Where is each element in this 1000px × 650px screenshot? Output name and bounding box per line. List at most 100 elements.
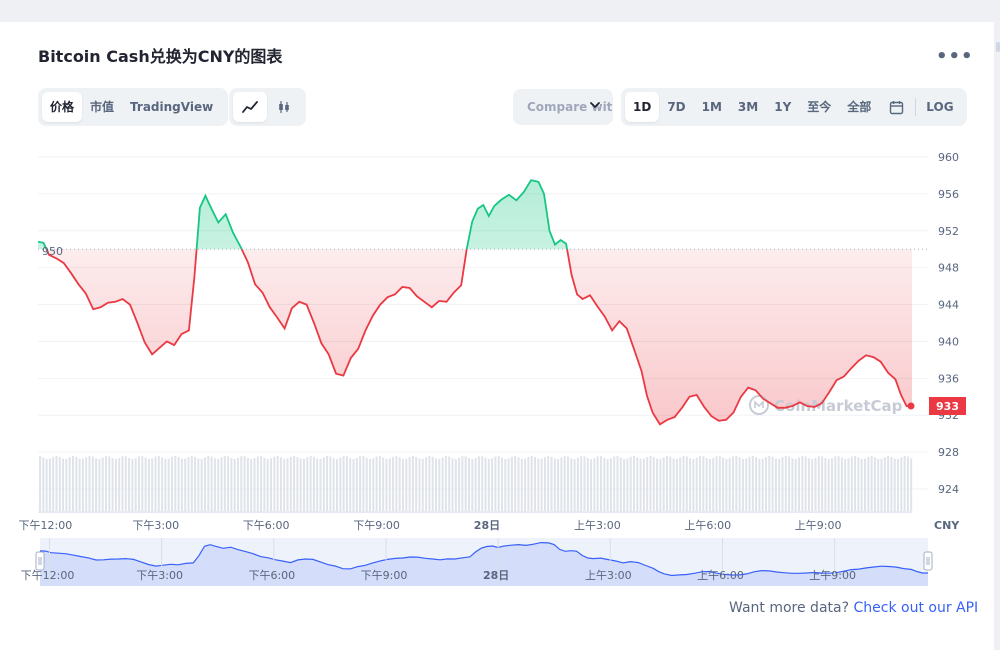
volume-bar bbox=[464, 456, 467, 511]
line-chart-icon[interactable] bbox=[233, 92, 267, 122]
price-lines bbox=[37, 179, 928, 426]
volume-bar bbox=[180, 458, 183, 511]
volume-bar bbox=[567, 456, 569, 511]
volume-bar bbox=[296, 457, 299, 511]
volume-bar bbox=[237, 457, 239, 511]
y-tick-label: 956 bbox=[938, 188, 959, 201]
volume-bar bbox=[256, 456, 259, 511]
volume-bar bbox=[418, 458, 421, 511]
volume-bar bbox=[520, 458, 523, 511]
volume-bar bbox=[154, 456, 157, 511]
edge-indicator bbox=[996, 42, 1000, 52]
range-1d[interactable]: 1D bbox=[625, 92, 660, 122]
range-7d[interactable]: 7D bbox=[667, 100, 686, 114]
volume-bar bbox=[751, 456, 754, 511]
coinmarketcap-logo-icon bbox=[749, 395, 769, 415]
volume-bar bbox=[65, 458, 68, 511]
volume-bar bbox=[273, 456, 276, 511]
volume-bar bbox=[336, 458, 338, 511]
volume-bar bbox=[586, 458, 589, 511]
volume-bar bbox=[48, 458, 51, 511]
watermark-group: CoinMarketCap bbox=[749, 395, 903, 415]
volume-bar bbox=[114, 458, 117, 511]
volume-bar bbox=[540, 458, 543, 511]
volume-bar bbox=[263, 457, 266, 511]
volume-bar bbox=[774, 458, 777, 511]
volume-bar bbox=[646, 457, 649, 511]
calendar-icon[interactable] bbox=[879, 92, 913, 122]
volume-bar bbox=[362, 456, 365, 511]
compare-dropdown[interactable]: Compare with bbox=[513, 89, 613, 125]
volume-bar bbox=[428, 456, 431, 511]
chart-title: Bitcoin Cash兑换为CNY的图表 bbox=[38, 47, 283, 66]
volume-bar bbox=[860, 458, 863, 511]
volume-bar bbox=[293, 456, 296, 511]
volume-bar bbox=[705, 457, 708, 511]
y-tick-label: 928 bbox=[938, 446, 959, 459]
volume-bar bbox=[230, 458, 233, 511]
volume-bar bbox=[329, 456, 332, 511]
reference-label: 950 bbox=[42, 245, 63, 258]
range-all[interactable]: 全部 bbox=[847, 100, 872, 114]
volume-bar bbox=[831, 458, 833, 511]
price-line-up bbox=[37, 179, 568, 250]
more-horizontal-icon[interactable]: ••• bbox=[936, 46, 974, 67]
volume-bar bbox=[890, 456, 893, 511]
volume-bar bbox=[814, 457, 817, 511]
volume-bar bbox=[642, 458, 645, 511]
volume-bar bbox=[609, 458, 612, 511]
volume-bar bbox=[312, 456, 315, 511]
range-1y[interactable]: 1Y bbox=[774, 100, 792, 114]
volume-bar bbox=[108, 456, 111, 511]
volume-bar bbox=[240, 456, 243, 511]
volume-bar bbox=[761, 458, 764, 511]
range-ytd[interactable]: 至今 bbox=[807, 100, 832, 114]
volume-bar bbox=[444, 456, 447, 511]
candlestick-icon[interactable] bbox=[267, 92, 301, 122]
volume-bar bbox=[666, 456, 668, 511]
volume-bar bbox=[253, 458, 256, 511]
tab-tradingview[interactable]: TradingView bbox=[130, 100, 214, 114]
tab-price[interactable]: 价格 bbox=[42, 92, 83, 122]
volume-bar bbox=[260, 456, 263, 511]
navigator-right-handle[interactable] bbox=[923, 551, 933, 571]
volume-bar bbox=[870, 456, 873, 511]
volume-bar bbox=[590, 459, 593, 511]
current-price-badge bbox=[929, 397, 966, 415]
volume-bar bbox=[593, 458, 596, 511]
volume-bar bbox=[543, 457, 546, 511]
tab-market-cap[interactable]: 市值 bbox=[90, 100, 115, 114]
volume-bar bbox=[375, 456, 378, 511]
axes: 960956952948944940936932928924950933下午12… bbox=[19, 151, 966, 532]
volume-bar bbox=[91, 456, 94, 511]
range-1m[interactable]: 1M bbox=[701, 100, 722, 114]
volume-bars bbox=[39, 456, 913, 511]
navigator-area bbox=[40, 542, 928, 586]
volume-bar bbox=[560, 457, 563, 511]
log-toggle[interactable]: LOG bbox=[926, 100, 954, 114]
range-3m[interactable]: 3M bbox=[737, 100, 759, 114]
volume-bar bbox=[527, 456, 530, 511]
volume-bar bbox=[171, 456, 173, 511]
volume-bar bbox=[438, 458, 441, 511]
volume-bar bbox=[359, 456, 362, 511]
navigator-left-handle[interactable] bbox=[35, 551, 45, 571]
volume-bar bbox=[656, 458, 659, 511]
y-tick-label: 960 bbox=[938, 151, 959, 164]
navigator-tick-label: 下午9:00 bbox=[361, 569, 408, 582]
volume-bar bbox=[58, 457, 61, 511]
volume-bar bbox=[600, 456, 602, 511]
volume-bar bbox=[530, 456, 533, 511]
volume-bar bbox=[72, 456, 74, 511]
volume-bar bbox=[243, 456, 246, 511]
volume-bar bbox=[784, 456, 787, 511]
volume-bar bbox=[352, 458, 355, 511]
api-link[interactable]: Check out our API bbox=[853, 600, 979, 616]
volume-bar bbox=[147, 458, 150, 511]
volume-bar bbox=[669, 456, 672, 511]
volume-bar bbox=[623, 458, 626, 511]
volume-bar bbox=[161, 457, 164, 511]
volume-bar bbox=[659, 458, 662, 511]
volume-bar bbox=[583, 456, 586, 511]
